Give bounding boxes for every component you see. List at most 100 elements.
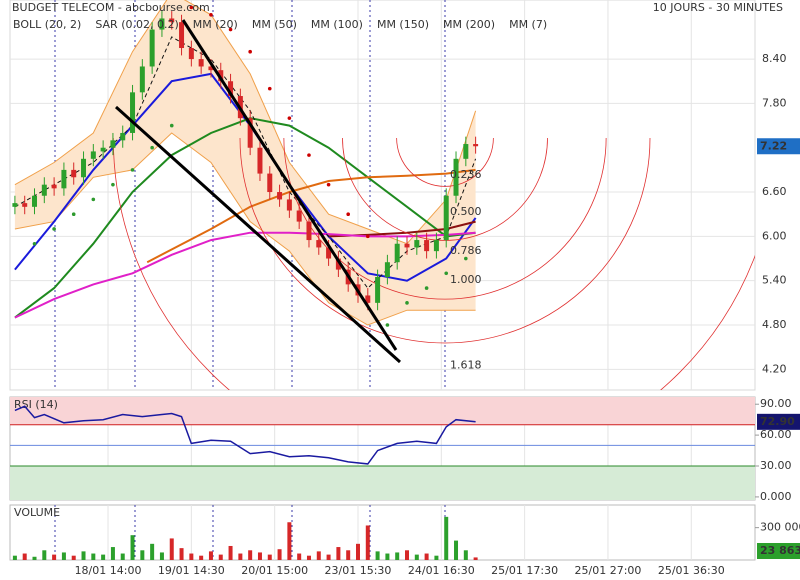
- sar-dot: [346, 212, 350, 217]
- volume-panel: [9, 504, 756, 561]
- candle-body: [306, 221, 312, 241]
- volume-bar: [405, 550, 410, 560]
- fib-label: 0.500: [450, 205, 482, 218]
- candle-body: [316, 240, 322, 248]
- volume-bar: [159, 552, 164, 560]
- x-tick-label: 20/01 15:00: [241, 564, 308, 577]
- candle-body: [443, 195, 449, 241]
- volume-bar: [395, 552, 400, 560]
- sar-dot: [130, 168, 135, 172]
- trend-line: [114, 105, 402, 364]
- overbought-zone: [10, 397, 755, 425]
- volume-bar: [297, 553, 302, 560]
- candle-body: [159, 18, 165, 30]
- volume-bar: [228, 545, 233, 560]
- fib-label: 1.000: [450, 273, 482, 286]
- x-tick-label: 25/01 27:00: [575, 564, 642, 577]
- rsi-title: RSI (14): [14, 398, 58, 411]
- volume-bar: [375, 551, 380, 560]
- volume-bar: [463, 550, 468, 560]
- candle-body: [463, 144, 469, 159]
- sar-dot: [307, 153, 311, 157]
- volume-bar: [199, 555, 204, 560]
- volume-bar: [140, 550, 145, 560]
- legend-entry: BOLL (20, 2): [13, 18, 81, 31]
- candle-body: [453, 158, 459, 196]
- sar-dot: [444, 271, 449, 276]
- sar-dot: [287, 116, 292, 120]
- y-tick-label: 60.00: [760, 428, 792, 441]
- candle-body: [335, 258, 341, 270]
- fib-label: 0.786: [450, 244, 482, 257]
- candle-body: [22, 203, 28, 207]
- y-tick-label: 0.000: [760, 490, 792, 503]
- y-tick-label: 90.00: [760, 397, 792, 410]
- sar-dot: [52, 227, 56, 231]
- volume-bar: [238, 553, 243, 560]
- legend-entry: MM (20): [193, 18, 238, 31]
- volume-bar: [91, 553, 96, 560]
- y-tick-label: 30.00: [760, 459, 792, 472]
- rsi-line: [14, 405, 476, 465]
- candle-body: [61, 169, 67, 189]
- sar-dot: [189, 5, 194, 10]
- y-tick-label: 6.60: [762, 185, 787, 198]
- volume-bar: [101, 554, 106, 560]
- volume-bar: [218, 554, 223, 560]
- candle-body: [179, 22, 185, 49]
- volume-bar: [257, 552, 262, 560]
- y-tick-label: 6.00: [762, 229, 787, 242]
- volume-bar: [316, 551, 321, 560]
- candle-body: [296, 210, 302, 222]
- candle-body: [326, 247, 332, 259]
- background-layer: [10, 0, 755, 560]
- candle-body: [433, 240, 439, 252]
- candle-body: [12, 203, 18, 207]
- volume-bar: [248, 550, 253, 560]
- sar-dot: [365, 234, 370, 239]
- volume-bar: [110, 547, 115, 560]
- volume-bar: [306, 555, 311, 560]
- candle-body: [365, 295, 371, 303]
- volume-bar: [365, 525, 370, 560]
- volume-bar: [120, 553, 125, 560]
- trend-line: [181, 19, 398, 351]
- volume-bar: [169, 538, 174, 560]
- last-price-bg: [757, 138, 800, 155]
- volume-current: 23 863: [760, 544, 800, 557]
- legend-entry: MM (150): [377, 18, 429, 31]
- volume-bar: [424, 553, 429, 560]
- y-tick-label: 4.80: [762, 318, 787, 331]
- sar-dot: [209, 12, 213, 17]
- x-tick-label: 23/01 15:30: [325, 564, 392, 577]
- y-tick-label: 300 000: [760, 521, 800, 534]
- sar-dot: [405, 301, 409, 305]
- sar-dot: [32, 241, 37, 246]
- candle-body: [188, 48, 194, 60]
- candle-body: [247, 118, 253, 148]
- volume-bar: [355, 543, 360, 560]
- volume-bar: [22, 553, 27, 560]
- volume-title: VOLUME: [14, 506, 60, 519]
- candle-body: [81, 158, 87, 178]
- candle-body: [424, 240, 430, 252]
- volume-bar: [52, 554, 57, 560]
- volume-bar: [287, 522, 292, 560]
- rsi-current: 72.90: [760, 415, 795, 428]
- band-fill: [14, 0, 476, 325]
- y-tick-label: 4.20: [762, 362, 787, 375]
- candle-body: [149, 29, 155, 67]
- volume-bar: [434, 555, 439, 560]
- volume-bar: [414, 554, 419, 560]
- legend-entry: SAR (0.02, 0.2): [95, 18, 178, 31]
- band-lower: [14, 132, 476, 326]
- fib-arc: [239, 137, 651, 344]
- price-layer: [12, 0, 755, 390]
- volume-bar: [336, 547, 341, 560]
- fib-label: 0.236: [450, 168, 482, 181]
- sar-dot: [267, 86, 272, 91]
- candle-body: [375, 276, 381, 303]
- candle-body: [110, 140, 116, 148]
